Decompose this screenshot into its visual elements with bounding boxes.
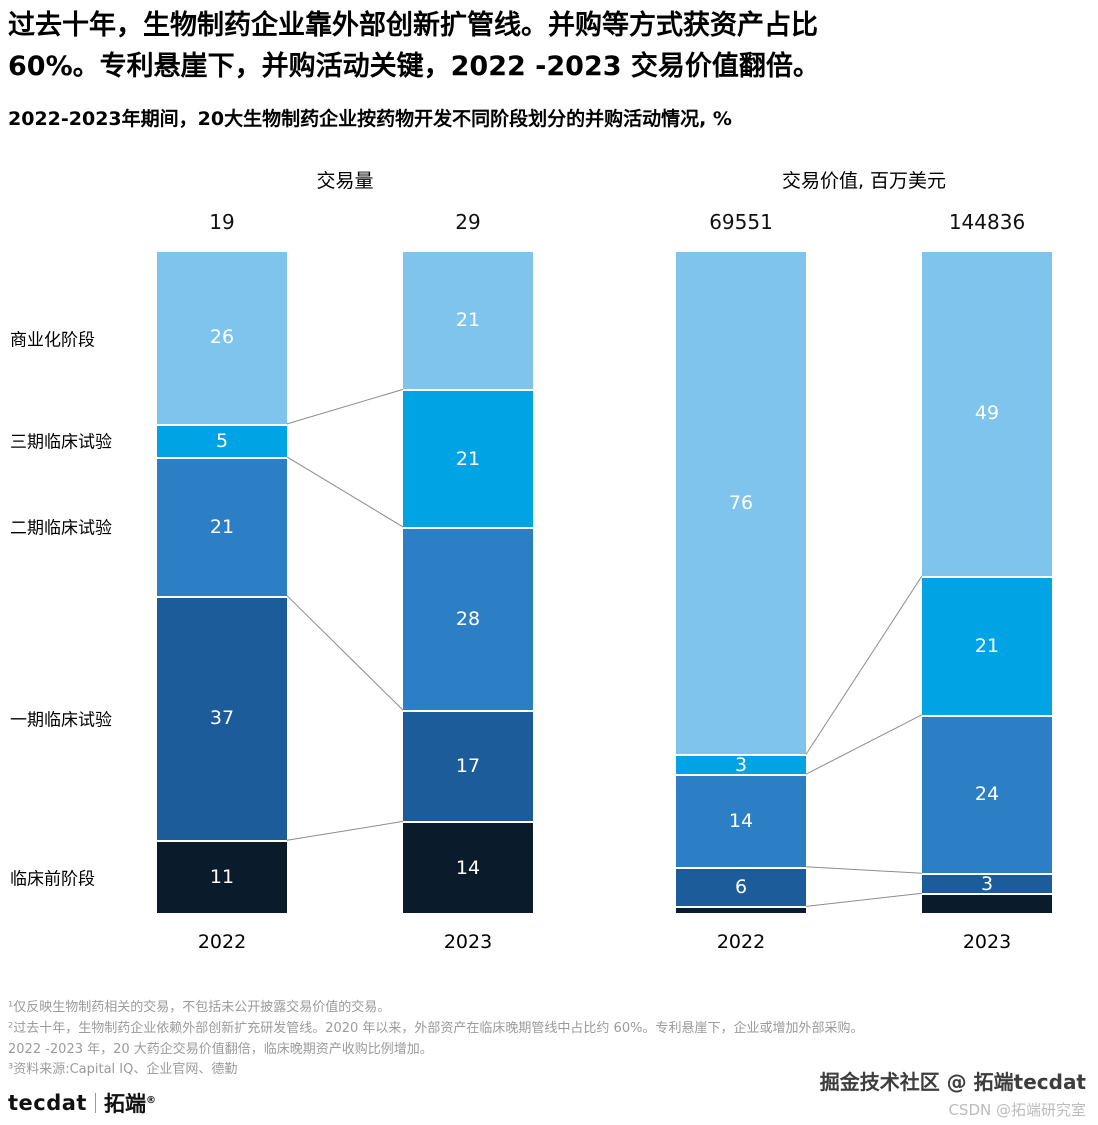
- bar-total-value: 19: [209, 210, 235, 234]
- chart-2: 交易价值, 百万美元 69551 76 3 14 6 2022 144836 49 21 24 3 20…: [676, 160, 1052, 970]
- segment-value-label: 3: [734, 753, 748, 776]
- segment-value-label: 17: [455, 755, 481, 778]
- bar-segment-商业化阶段: 49: [922, 252, 1052, 576]
- chart-group-title: 交易价值, 百万美元: [781, 170, 947, 192]
- segment-value-label: 6: [734, 876, 748, 899]
- brand-name-cn: 拓端®: [103, 1092, 156, 1116]
- stacked-bar-2022: 76 3 14 6: [676, 252, 806, 913]
- watermark-line1: 掘金技术社区 @ 拓端tecdat: [819, 1070, 1086, 1094]
- chart-group-title: 交易量: [316, 170, 374, 192]
- watermark-line2: CSDN @拓端研究室: [948, 1101, 1086, 1119]
- bar-segment-三期临床试验: 5: [157, 423, 287, 457]
- bar-segment-一期临床试验: 3: [922, 873, 1052, 893]
- segment-value-label: 24: [974, 783, 1000, 806]
- stacked-bar-2022: 26 5 21 37 11: [157, 252, 287, 913]
- stacked-bar-2023: 21 21 28 17 14: [403, 252, 533, 913]
- segment-value-label: 21: [209, 515, 235, 538]
- bar-segment-三期临床试验: 3: [676, 754, 806, 774]
- category-label-2023: 2023: [443, 931, 493, 953]
- bar-segment-临床前阶段: [922, 893, 1052, 913]
- chart-subtitle: 2022-2023年期间，20大生物制药企业按药物开发不同阶段划分的并购活动情况…: [8, 108, 732, 130]
- segment-value-label: 21: [455, 309, 481, 332]
- segment-value-label: 14: [455, 856, 481, 879]
- category-label-2022: 2022: [197, 931, 247, 953]
- bar-segment-临床前阶段: [676, 906, 806, 913]
- bar-segment-商业化阶段: 21: [403, 252, 533, 390]
- page-title: 过去十年，生物制药企业靠外部创新扩管线。并购等方式获资产占比 60%。专利悬崖下…: [8, 10, 820, 82]
- segment-value-label: 37: [209, 707, 235, 730]
- segment-value-label: 28: [455, 607, 481, 630]
- segment-value-label: 5: [215, 429, 229, 452]
- bar-total-value: 69551: [709, 210, 773, 234]
- bar-segment-二期临床试验: 24: [922, 714, 1052, 874]
- category-label-2022: 2022: [716, 931, 766, 953]
- brand-divider: [94, 1093, 96, 1113]
- connector-lines: [286, 388, 404, 841]
- brand-logo: tecdat 拓端®: [8, 1088, 156, 1118]
- stage-label-商业化阶段: 商业化阶段: [10, 330, 95, 351]
- watermark: 掘金技术社区 @ 拓端tecdat CSDN @拓端研究室: [820, 1066, 1086, 1120]
- segment-value-label: 11: [209, 866, 235, 889]
- bar-segment-商业化阶段: 26: [157, 252, 287, 424]
- bar-segment-一期临床试验: 37: [157, 595, 287, 841]
- stacked-bar-2023: 49 21 24 3: [922, 252, 1052, 913]
- footnote-3: ³资料来源:Capital IQ、企业官网、德勤: [8, 1062, 238, 1078]
- stage-label-一期临床试验: 一期临床试验: [10, 710, 112, 731]
- segment-value-label: 14: [728, 809, 754, 832]
- brand-name-en: tecdat: [8, 1091, 87, 1115]
- segment-value-label: 26: [209, 326, 235, 349]
- stage-labels: 商业化阶段三期临床试验 二期临床试验 一期临床试验 临床前阶段: [10, 252, 156, 913]
- bar-segment-一期临床试验: 17: [403, 710, 533, 822]
- registered-mark: ®: [145, 1095, 156, 1106]
- segment-value-label: 76: [728, 491, 754, 514]
- bar-segment-二期临床试验: 28: [403, 526, 533, 711]
- bar-segment-二期临床试验: 21: [157, 456, 287, 596]
- stage-label-二期临床试验: 二期临床试验: [10, 518, 112, 539]
- bar-total-value: 29: [455, 210, 481, 234]
- chart-1: 交易量 19 26 5 21 37 11 2022 29 21 21 28 17 14 2023: [157, 160, 533, 970]
- bar-segment-二期临床试验: 14: [676, 774, 806, 867]
- stage-label-临床前阶段: 临床前阶段: [10, 869, 95, 890]
- stage-label-三期临床试验: 三期临床试验: [10, 432, 112, 453]
- bar-segment-商业化阶段: 76: [676, 252, 806, 755]
- bar-segment-一期临床试验: 6: [676, 866, 806, 907]
- bar-segment-三期临床试验: 21: [922, 575, 1052, 715]
- segment-value-label: 21: [974, 634, 1000, 657]
- category-label-2023: 2023: [962, 931, 1012, 953]
- bar-segment-三期临床试验: 21: [403, 389, 533, 527]
- connector-lines: [805, 575, 923, 907]
- chart-area: 交易量 19 26 5 21 37 11 2022 29 21 21 28 17 14 2023 交易价值, …: [0, 160, 1098, 970]
- segment-value-label: 49: [974, 402, 1000, 425]
- segment-value-label: 21: [455, 447, 481, 470]
- bar-segment-临床前阶段: 14: [403, 821, 533, 913]
- bar-segment-临床前阶段: 11: [157, 840, 287, 913]
- bar-total-value: 144836: [948, 210, 1026, 234]
- segment-value-label: 3: [980, 872, 994, 895]
- footnotes: ¹仅反映生物制药相关的交易，不包括未公开披露交易价值的交易。 ²过去十年，生物制…: [8, 998, 1088, 1081]
- footnote-1: ¹仅反映生物制药相关的交易，不包括未公开披露交易价值的交易。: [8, 1000, 391, 1015]
- footnote-2: ²过去十年，生物制药企业依赖外部创新扩充研发管线。2020 年以来，外部资产在临…: [8, 1020, 864, 1057]
